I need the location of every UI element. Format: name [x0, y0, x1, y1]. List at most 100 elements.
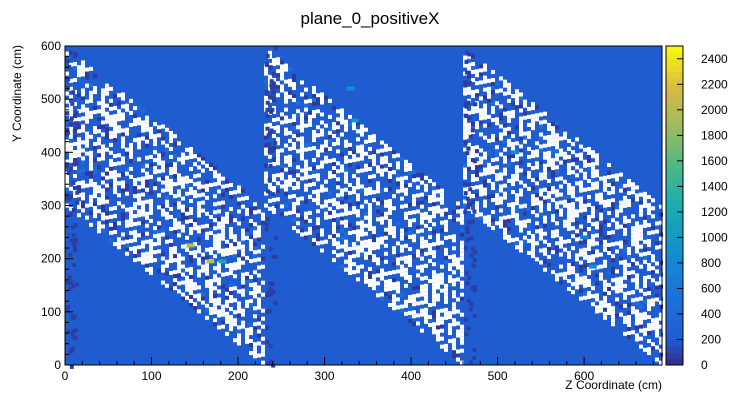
heatmap-cell [575, 165, 579, 170]
colorbar-border [665, 45, 684, 366]
heatmap-cell [495, 149, 499, 154]
heatmap-cell [420, 212, 424, 217]
heatmap-cell [623, 215, 627, 220]
heatmap-cell [412, 310, 416, 315]
heatmap-cell [253, 242, 257, 247]
heatmap-cell [189, 250, 193, 255]
heatmap-cell [276, 61, 280, 66]
heatmap-cell [253, 202, 257, 207]
heatmap-cell [603, 243, 607, 248]
heatmap-cell [360, 156, 364, 161]
heatmap-cell [543, 163, 547, 168]
heatmap-cell [288, 182, 292, 187]
heatmap-cell [587, 282, 591, 287]
heatmap-cell [416, 301, 420, 306]
heatmap-cell [284, 95, 288, 100]
heatmap-cell [101, 156, 105, 161]
heatmap-cell [332, 126, 336, 131]
heatmap-cell [137, 157, 141, 162]
heatmap-cell [101, 132, 105, 137]
heatmap-cell [655, 357, 659, 362]
heatmap-cell [340, 200, 344, 205]
heatmap-cell [336, 137, 340, 142]
heatmap-cell [205, 163, 209, 168]
heatmap-cell [408, 295, 412, 300]
heatmap-cell [392, 278, 396, 283]
heatmap-cell [519, 248, 523, 253]
heatmap-cell [587, 258, 591, 263]
heatmap-cell [611, 278, 615, 283]
heatmap-cell [360, 232, 364, 237]
heatmap-cell [72, 162, 77, 167]
heatmap-cell [149, 198, 153, 203]
heatmap-cell [579, 204, 583, 209]
heatmap-cell [364, 191, 368, 196]
heatmap-cell [261, 352, 265, 357]
heatmap-cell [487, 138, 491, 143]
heatmap-cell [483, 183, 487, 188]
heatmap-cell [264, 71, 268, 76]
heatmap-cell [129, 246, 133, 251]
heatmap-cell [69, 280, 74, 285]
heatmap-cell [487, 178, 491, 183]
heatmap-cell [117, 109, 121, 114]
heatmap-cell [97, 153, 101, 158]
heatmap-cell [280, 204, 284, 209]
heatmap-cell [340, 168, 344, 173]
heatmap-cell [647, 211, 651, 216]
heatmap-cell [74, 282, 79, 287]
heatmap-cell [591, 242, 595, 247]
heatmap-cell [113, 182, 117, 187]
heatmap-cell [563, 179, 567, 184]
heatmap-cell [555, 205, 559, 210]
heatmap-cell [121, 96, 125, 101]
heatmap-cell [81, 124, 85, 129]
heatmap-cell [328, 138, 332, 143]
heatmap-cell [376, 245, 380, 250]
heatmap-cell [233, 234, 237, 239]
heatmap-cell [615, 285, 619, 290]
heatmap-cell [376, 189, 380, 194]
heatmap-cell [420, 276, 424, 281]
heatmap-cell [229, 311, 233, 316]
heatmap-cell [523, 139, 527, 144]
heatmap-cell [265, 292, 270, 297]
heatmap-cell [467, 52, 472, 57]
heatmap-cell [237, 221, 241, 226]
heatmap-cell [647, 243, 651, 248]
heatmap-cell [603, 295, 607, 300]
heatmap-cell [599, 228, 603, 233]
heatmap-cell [101, 228, 105, 233]
heatmap-cell [452, 234, 456, 239]
heatmap-cell [575, 137, 579, 142]
heatmap-cell [133, 230, 137, 235]
heatmap-cell [221, 232, 225, 237]
heatmap-cell [416, 229, 420, 234]
heatmap-cell [185, 207, 189, 212]
heatmap-cell [372, 286, 376, 291]
heatmap-cell [73, 62, 77, 67]
heatmap-cell [352, 154, 356, 159]
heatmap-cell [623, 295, 627, 300]
heatmap-cell [149, 254, 153, 259]
heatmap-cell [217, 225, 221, 230]
heatmap-cell [408, 203, 412, 208]
heatmap-cell [169, 254, 173, 259]
heatmap-cell [368, 226, 372, 231]
heatmap-cell [113, 174, 117, 179]
heatmap-cell [591, 182, 595, 187]
heatmap-cell [129, 174, 133, 179]
heatmap-cell [420, 300, 424, 305]
heatmap-cell [404, 303, 408, 308]
heatmap-cell [511, 182, 515, 187]
heatmap-cell [229, 319, 233, 324]
heatmap-cell [615, 281, 619, 286]
heatmap-cell [470, 285, 475, 290]
heatmap-cell [237, 253, 241, 258]
heatmap-cell [535, 141, 539, 146]
heatmap-cell [400, 196, 404, 201]
heatmap-cell [149, 210, 153, 215]
colorbar-segment [666, 199, 683, 206]
heatmap-cell [352, 230, 356, 235]
heatmap-cell [635, 249, 639, 254]
